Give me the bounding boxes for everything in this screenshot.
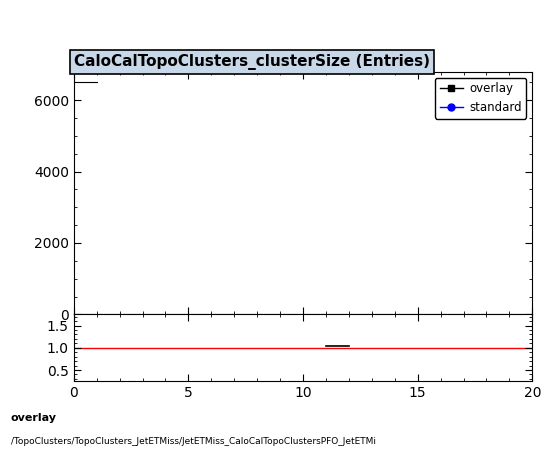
Text: overlay: overlay (11, 413, 57, 424)
Text: CaloCalTopoClusters_clusterSize (Entries): CaloCalTopoClusters_clusterSize (Entries… (74, 54, 430, 70)
Text: /TopoClusters/TopoClusters_JetETMiss/JetETMiss_CaloCalTopoClustersPFO_JetETMi: /TopoClusters/TopoClusters_JetETMiss/Jet… (11, 437, 376, 445)
Legend: overlay, standard: overlay, standard (435, 78, 526, 119)
